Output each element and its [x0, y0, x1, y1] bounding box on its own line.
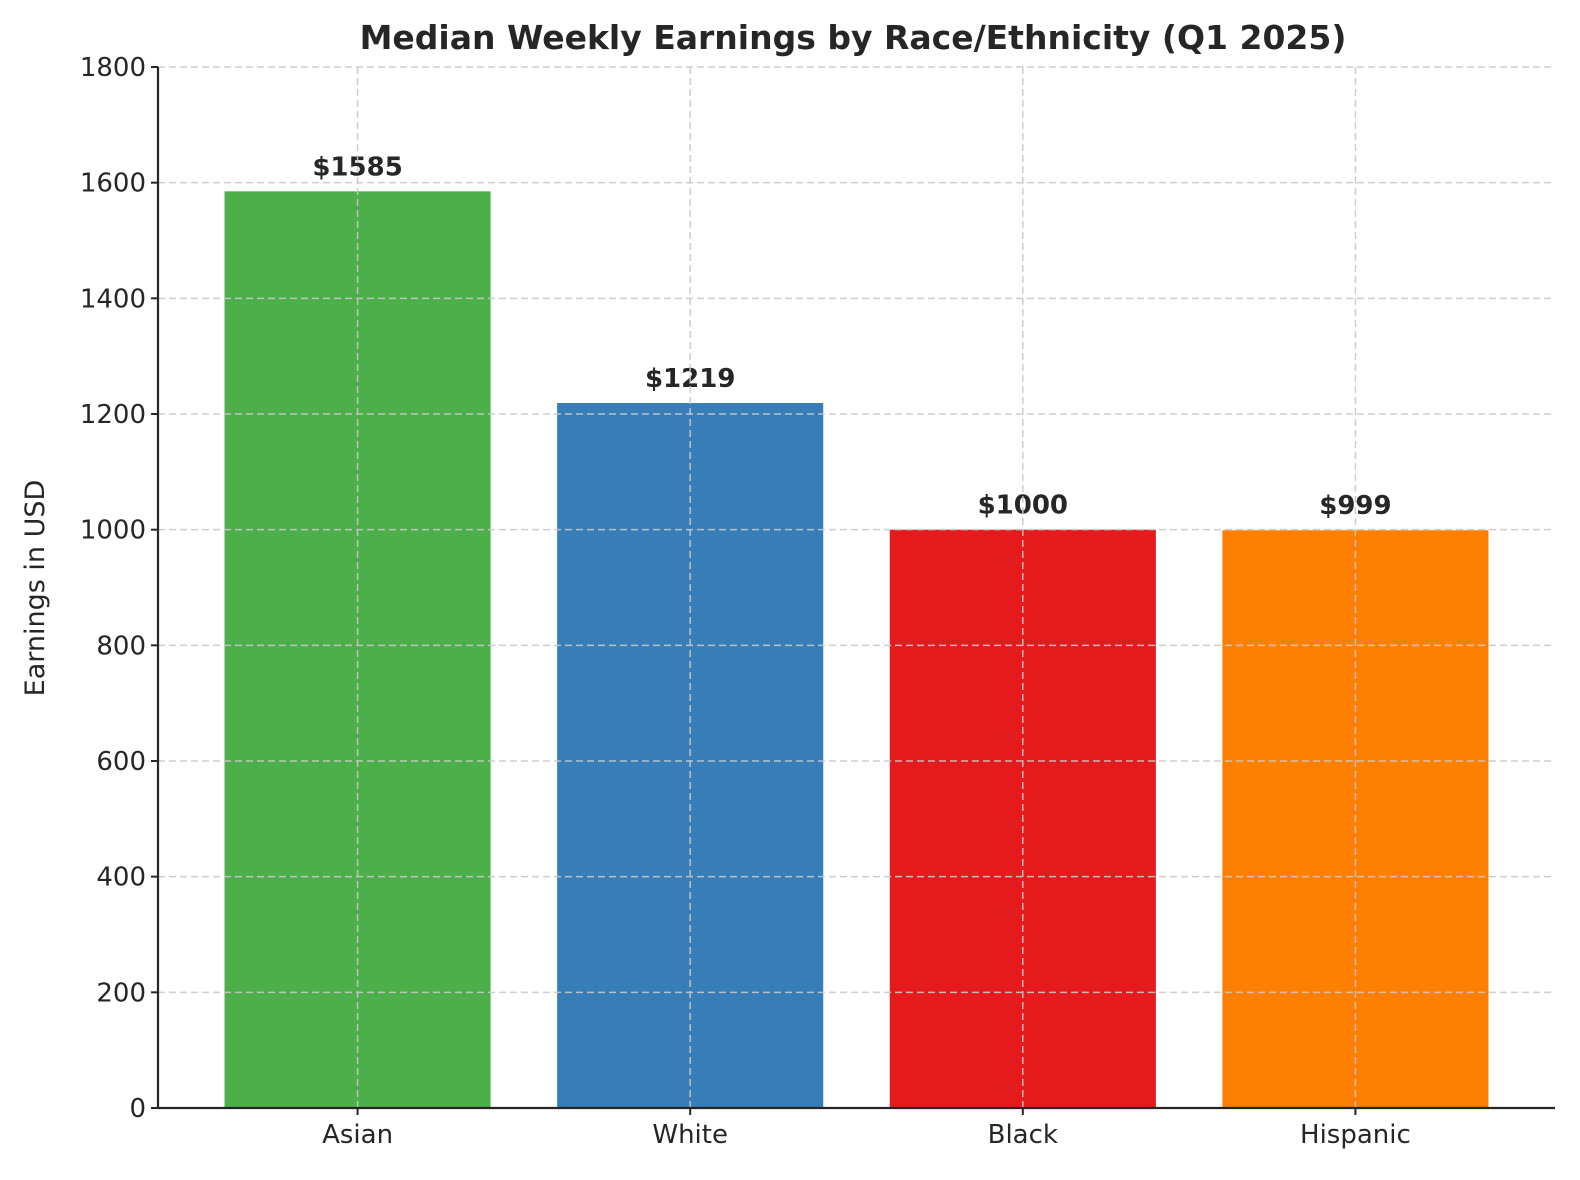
y-tick-label: 200 — [96, 978, 146, 1008]
y-tick-label: 400 — [96, 863, 146, 893]
x-tick-label: Hispanic — [1300, 1120, 1411, 1150]
x-tick-label: White — [652, 1120, 728, 1150]
data-label: $999 — [1319, 491, 1391, 521]
y-tick-label: 1400 — [80, 284, 146, 314]
chart-title: Median Weekly Earnings by Race/Ethnicity… — [360, 18, 1347, 57]
x-tick-label: Black — [988, 1120, 1058, 1150]
data-label: $1000 — [978, 491, 1068, 521]
y-tick-label: 0 — [129, 1094, 146, 1124]
y-tick-label: 600 — [96, 747, 146, 777]
y-tick-label: 1600 — [80, 169, 146, 199]
y-tick-label: 800 — [96, 631, 146, 661]
y-tick-label: 1800 — [80, 53, 146, 83]
y-tick-label: 1200 — [80, 400, 146, 430]
y-tick-label: 1000 — [80, 516, 146, 546]
x-tick-label: Asian — [322, 1120, 393, 1150]
y-axis-label: Earnings in USD — [20, 480, 51, 697]
